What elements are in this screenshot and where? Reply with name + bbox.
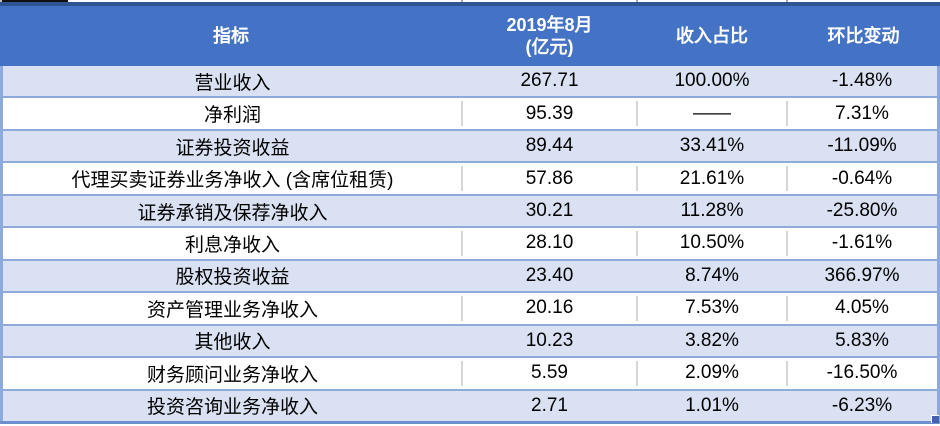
table-header-row: 指标 2019年8月 (亿元) 收入占比 环比变动 <box>0 6 940 66</box>
cell-mom[interactable]: 5.83% <box>835 329 889 351</box>
table-row[interactable]: 证券投资收益 89.44 33.41% -11.09% <box>3 128 937 162</box>
cell-value[interactable]: 2.71 <box>531 394 568 416</box>
cell-mom[interactable]: -25.80% <box>826 200 898 222</box>
gridline-corner-dot <box>0 0 2 2</box>
cell-value[interactable]: 5.59 <box>461 358 637 388</box>
table-row[interactable]: 代理买卖证券业务净收入 (含席位租赁) 57.86 21.61% -0.64% <box>3 161 937 194</box>
cell-mom[interactable]: -1.48% <box>831 70 893 92</box>
cell-share[interactable]: 11.28% <box>680 200 744 222</box>
cell-indicator[interactable]: 股权投资收益 <box>175 267 290 289</box>
header-value[interactable]: 2019年8月 (亿元) <box>462 6 637 66</box>
cell-indicator[interactable]: 代理买卖证券业务净收入 (含席位租赁) <box>71 170 394 192</box>
header-mom-label: 环比变动 <box>827 25 900 46</box>
cell-share[interactable]: 33.41% <box>679 135 745 157</box>
cell-mom[interactable]: -6.23% <box>831 394 893 416</box>
cell-share[interactable]: 1.01% <box>685 394 739 416</box>
cell-value[interactable]: 57.86 <box>461 163 637 193</box>
table-row[interactable]: 资产管理业务净收入 20.16 7.53% 4.05% <box>3 291 937 324</box>
cell-indicator[interactable]: 其他收入 <box>194 332 271 354</box>
cell-share[interactable]: —— <box>636 98 787 128</box>
cell-share[interactable]: 10.50% <box>636 228 787 258</box>
sheet-gridline-strip <box>0 0 940 2</box>
cell-indicator[interactable]: 证券承销及保荐净收入 <box>137 202 328 224</box>
cell-value[interactable]: 28.10 <box>461 228 637 258</box>
header-share[interactable]: 收入占比 <box>637 6 787 66</box>
cell-indicator[interactable]: 净利润 <box>203 105 261 127</box>
selection-fill-handle[interactable] <box>931 415 939 423</box>
cell-value[interactable]: 30.21 <box>525 200 574 222</box>
table-body: 营业收入 267.71 100.00% -1.48% 净利润 95.39 —— … <box>0 66 940 421</box>
table-row[interactable]: 其他收入 10.23 3.82% 5.83% <box>3 323 937 357</box>
table-row[interactable]: 股权投资收益 23.40 8.74% 366.97% <box>3 258 937 292</box>
cell-value[interactable]: 23.40 <box>525 264 574 286</box>
cell-mom[interactable]: 366.97% <box>824 264 900 286</box>
table-row[interactable]: 财务顾问业务净收入 5.59 2.09% -16.50% <box>3 356 937 389</box>
cell-mom[interactable]: -1.61% <box>786 228 937 258</box>
cell-indicator[interactable]: 证券投资收益 <box>175 137 290 159</box>
cell-share[interactable]: 21.61% <box>636 163 787 193</box>
table-row[interactable]: 证券承销及保荐净收入 30.21 11.28% -25.80% <box>3 193 937 227</box>
cell-value[interactable]: 267.71 <box>520 70 579 92</box>
cell-indicator[interactable]: 财务顾问业务净收入 <box>146 364 318 386</box>
header-value-line1: 2019年8月 <box>506 14 593 35</box>
cell-value[interactable]: 10.23 <box>525 329 574 351</box>
cell-share[interactable]: 2.09% <box>636 358 787 388</box>
cell-value[interactable]: 20.16 <box>461 293 637 323</box>
cell-indicator[interactable]: 投资咨询业务净收入 <box>146 397 318 419</box>
header-indicator-label: 指标 <box>213 25 249 46</box>
table-row[interactable]: 净利润 95.39 —— 7.31% <box>3 96 937 129</box>
header-indicator[interactable]: 指标 <box>0 6 462 66</box>
cell-value[interactable]: 89.44 <box>525 135 574 157</box>
gridline-tick <box>461 0 463 2</box>
gridline-tick <box>636 0 638 2</box>
cell-mom[interactable]: -11.09% <box>827 135 897 157</box>
cell-share[interactable]: 8.74% <box>685 264 739 286</box>
cell-indicator[interactable]: 利息净收入 <box>184 234 280 256</box>
top-edge-artifact <box>2 0 68 2</box>
cell-share[interactable]: 3.82% <box>685 329 739 351</box>
table-row[interactable]: 投资咨询业务净收入 2.71 1.01% -6.23% <box>3 388 937 421</box>
cell-indicator[interactable]: 资产管理业务净收入 <box>146 299 318 321</box>
gridline-tick <box>786 0 788 2</box>
cell-mom[interactable]: -16.50% <box>786 358 937 388</box>
cell-mom[interactable]: 4.05% <box>786 293 937 323</box>
cell-mom[interactable]: 7.31% <box>786 98 937 128</box>
cell-value[interactable]: 95.39 <box>461 98 637 128</box>
header-value-line2: (亿元) <box>525 37 574 57</box>
cell-share[interactable]: 7.53% <box>636 293 787 323</box>
cell-share[interactable]: 100.00% <box>674 70 750 92</box>
cell-mom[interactable]: -0.64% <box>786 163 937 193</box>
table-row[interactable]: 营业收入 267.71 100.00% -1.48% <box>3 66 937 97</box>
cell-indicator[interactable]: 营业收入 <box>194 72 271 94</box>
table-row[interactable]: 利息净收入 28.10 10.50% -1.61% <box>3 226 937 259</box>
header-mom[interactable]: 环比变动 <box>787 6 940 66</box>
header-share-label: 收入占比 <box>676 25 748 46</box>
